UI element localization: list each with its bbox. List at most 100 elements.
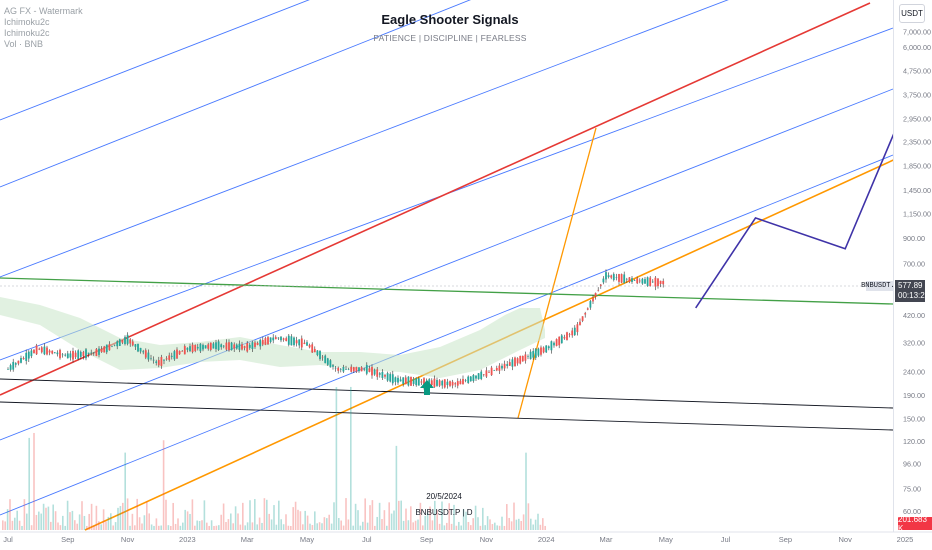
price-candle <box>589 300 592 310</box>
volume-bar <box>429 506 431 530</box>
volume-bar <box>383 510 386 530</box>
volume-bar <box>460 525 462 530</box>
currency-button[interactable]: USDT <box>899 4 925 23</box>
price-candle <box>586 307 589 311</box>
volume-bar <box>522 514 525 530</box>
price-candle <box>646 276 649 287</box>
volume-bar <box>90 503 93 530</box>
indicator-watermark[interactable]: AG FX - Watermark <box>4 6 83 16</box>
price-candle <box>514 356 516 367</box>
candle-body <box>303 342 306 345</box>
volume-bar <box>167 525 170 530</box>
candle-body <box>415 378 418 386</box>
price-candle <box>111 345 113 348</box>
price-candle <box>402 377 405 387</box>
candle-body <box>178 351 181 355</box>
volume-bar <box>256 524 258 530</box>
indicator-ichimoku-2[interactable]: Ichimoku2c <box>4 28 50 38</box>
volume-bar <box>35 514 38 530</box>
candle-body <box>540 347 542 355</box>
volume-bar <box>446 522 448 530</box>
price-candle <box>602 276 605 285</box>
volume-bar <box>40 513 42 530</box>
candle-body <box>451 381 454 386</box>
price-candle <box>560 333 563 344</box>
volume-bar <box>105 521 107 530</box>
price-candle <box>235 343 238 350</box>
price-candle <box>56 350 59 357</box>
candle-body <box>376 369 379 377</box>
candle-body <box>615 277 618 278</box>
price-candle <box>43 343 46 356</box>
candle-body <box>467 376 470 383</box>
volume-bar <box>441 501 443 530</box>
candle-body <box>524 354 527 361</box>
candle-body <box>573 327 576 335</box>
volume-bar <box>194 525 196 530</box>
candle-body <box>77 350 80 359</box>
volume-bar <box>143 515 146 530</box>
candle-body <box>360 367 363 372</box>
price-candle <box>358 367 360 373</box>
volume-bar <box>431 520 434 530</box>
price-candle <box>628 276 631 284</box>
candle-body <box>485 370 488 377</box>
volume-bar <box>311 525 314 530</box>
candle-body <box>612 274 615 281</box>
price-tick-label: 420.00 <box>903 311 925 320</box>
candle-body <box>111 345 113 347</box>
candle-body <box>202 344 204 350</box>
candle-body <box>38 348 41 350</box>
candle-body <box>472 374 475 382</box>
volume-bar <box>357 510 359 530</box>
price-candle <box>316 350 319 357</box>
candle-body <box>605 272 607 280</box>
candle-body <box>313 348 316 353</box>
volume-bar <box>407 520 410 530</box>
price-candle <box>495 365 498 372</box>
black-channel-top <box>0 378 894 409</box>
volume-bar <box>323 517 326 530</box>
volume-bar <box>515 519 518 530</box>
price-candle <box>433 375 436 388</box>
candle-body <box>547 346 550 349</box>
candle-body <box>477 373 480 380</box>
price-candle <box>7 367 9 370</box>
price-candle <box>415 377 418 387</box>
candle-body <box>550 341 553 351</box>
candle-body <box>82 351 85 357</box>
candle-body <box>371 366 373 376</box>
candle-body <box>352 367 355 372</box>
candle-body <box>217 341 220 350</box>
price-candle <box>381 369 384 380</box>
volume-bar <box>482 507 484 530</box>
indicator-volume[interactable]: Vol · BNB <box>4 39 44 49</box>
price-candle <box>256 341 259 346</box>
price-candle <box>558 336 561 349</box>
candle-body <box>272 337 275 341</box>
candle-body <box>490 367 493 376</box>
candle-body <box>430 380 433 386</box>
indicator-ichimoku-1[interactable]: Ichimoku2c <box>4 17 50 27</box>
candle-body <box>259 339 262 347</box>
price-candle <box>651 279 654 284</box>
candle-body <box>436 379 438 386</box>
price-candle <box>618 273 620 285</box>
volume-bar <box>542 518 544 530</box>
volume-bar <box>422 525 424 530</box>
price-candle <box>420 378 423 386</box>
candle-body <box>636 278 639 284</box>
volume-bar <box>191 499 194 530</box>
price-candle <box>59 348 61 360</box>
candle-body <box>59 349 61 359</box>
candle-body <box>368 368 371 373</box>
price-candle <box>46 345 48 356</box>
volume-bar <box>177 518 179 530</box>
candle-body <box>131 341 134 346</box>
candle-body <box>85 349 87 359</box>
price-candle <box>212 342 215 349</box>
volume-bar <box>297 509 299 530</box>
volume-bar <box>270 519 273 530</box>
volume-bar <box>237 513 239 530</box>
